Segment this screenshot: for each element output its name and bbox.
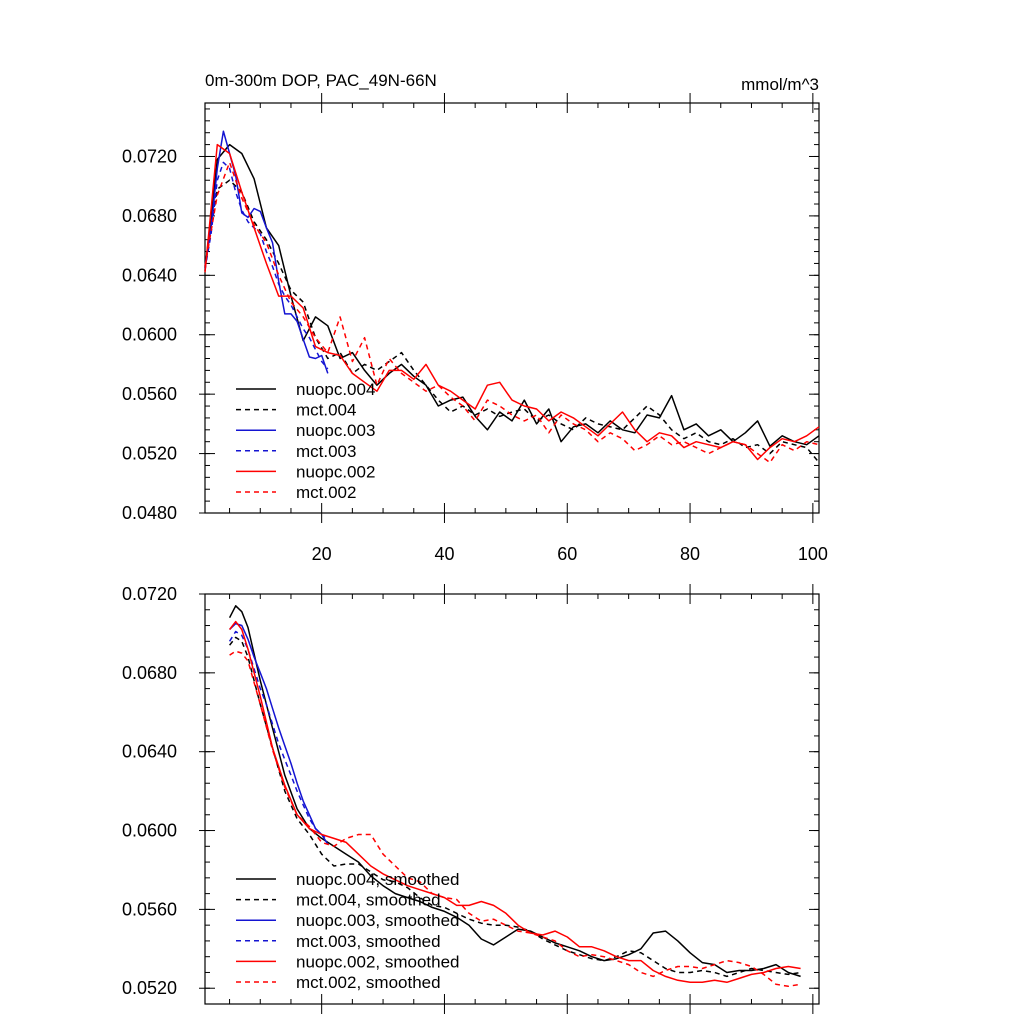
bottom-panel-ticks: 0.0520 0.0560 0.0600 0.0640 0.0680 0.0720 (122, 584, 819, 1014)
series-line-mct-003 (204, 161, 329, 370)
legend-label: mct.002, smoothed (296, 973, 441, 992)
series-line-mct-002-smoothed (229, 650, 801, 988)
legend-label: nuopc.002, smoothed (296, 952, 460, 971)
legend-label: nuopc.003, smoothed (296, 911, 460, 930)
legend-label: mct.004, smoothed (296, 891, 441, 910)
top-panel-title: 0m-300m DOP, PAC_49N-66N (205, 71, 437, 90)
y-tick-label: 0.0640 (122, 742, 177, 762)
x-tick-label: 100 (798, 544, 828, 564)
legend-label: mct.002 (296, 483, 356, 502)
x-tick-label: 80 (680, 544, 700, 564)
y-tick-label: 0.0720 (122, 584, 177, 604)
legend-label: nuopc.002 (296, 462, 375, 481)
y-tick-label: 0.0520 (122, 444, 177, 464)
y-tick-label: 0.0680 (122, 663, 177, 683)
legend-label: nuopc.004 (296, 380, 375, 399)
series-line-nuopc-002-smoothed (229, 620, 801, 984)
y-tick-label: 0.0640 (122, 265, 177, 285)
x-tick-label: 60 (557, 544, 577, 564)
series-line-nuopc-003-smoothed (229, 622, 329, 845)
top-panel-units: mmol/m^3 (741, 75, 819, 94)
y-tick-label: 0.0520 (122, 978, 177, 998)
top-plot-frame (204, 102, 820, 514)
series-line-nuopc-002 (204, 143, 820, 461)
x-tick-label: 20 (312, 544, 332, 564)
legend-label: mct.003, smoothed (296, 932, 441, 951)
x-tick-label: 40 (434, 544, 454, 564)
y-tick-label: 0.0480 (122, 503, 177, 523)
legend-label: nuopc.003 (296, 421, 375, 440)
legend-label: mct.004 (296, 401, 356, 420)
y-tick-label: 0.0560 (122, 899, 177, 919)
series-line-mct-004-smoothed (229, 636, 801, 978)
series-line-mct-004 (204, 179, 820, 463)
top-panel: 0m-300m DOP, PAC_49N-66N mmol/m^3 20 40 60… (122, 71, 828, 564)
y-tick-label: 0.0560 (122, 384, 177, 404)
top-panel-ticks: 20 40 60 80 100 0.0480 0.0520 0.0560 0.0600 0.064… (122, 93, 828, 564)
y-tick-label: 0.0600 (122, 821, 177, 841)
bottom-panel: 0.0520 0.0560 0.0600 0.0640 0.0680 0.0720 nuo… (122, 584, 820, 1014)
series-line-nuopc-004 (204, 143, 820, 447)
y-tick-label: 0.0680 (122, 206, 177, 226)
top-panel-series (204, 130, 820, 464)
y-tick-label: 0.0720 (122, 146, 177, 166)
series-line-nuopc-003 (204, 130, 329, 374)
bottom-panel-series (228, 605, 801, 988)
y-tick-label: 0.0600 (122, 325, 177, 345)
legend-label: mct.003 (296, 442, 356, 461)
legend-label: nuopc.004, smoothed (296, 870, 460, 889)
